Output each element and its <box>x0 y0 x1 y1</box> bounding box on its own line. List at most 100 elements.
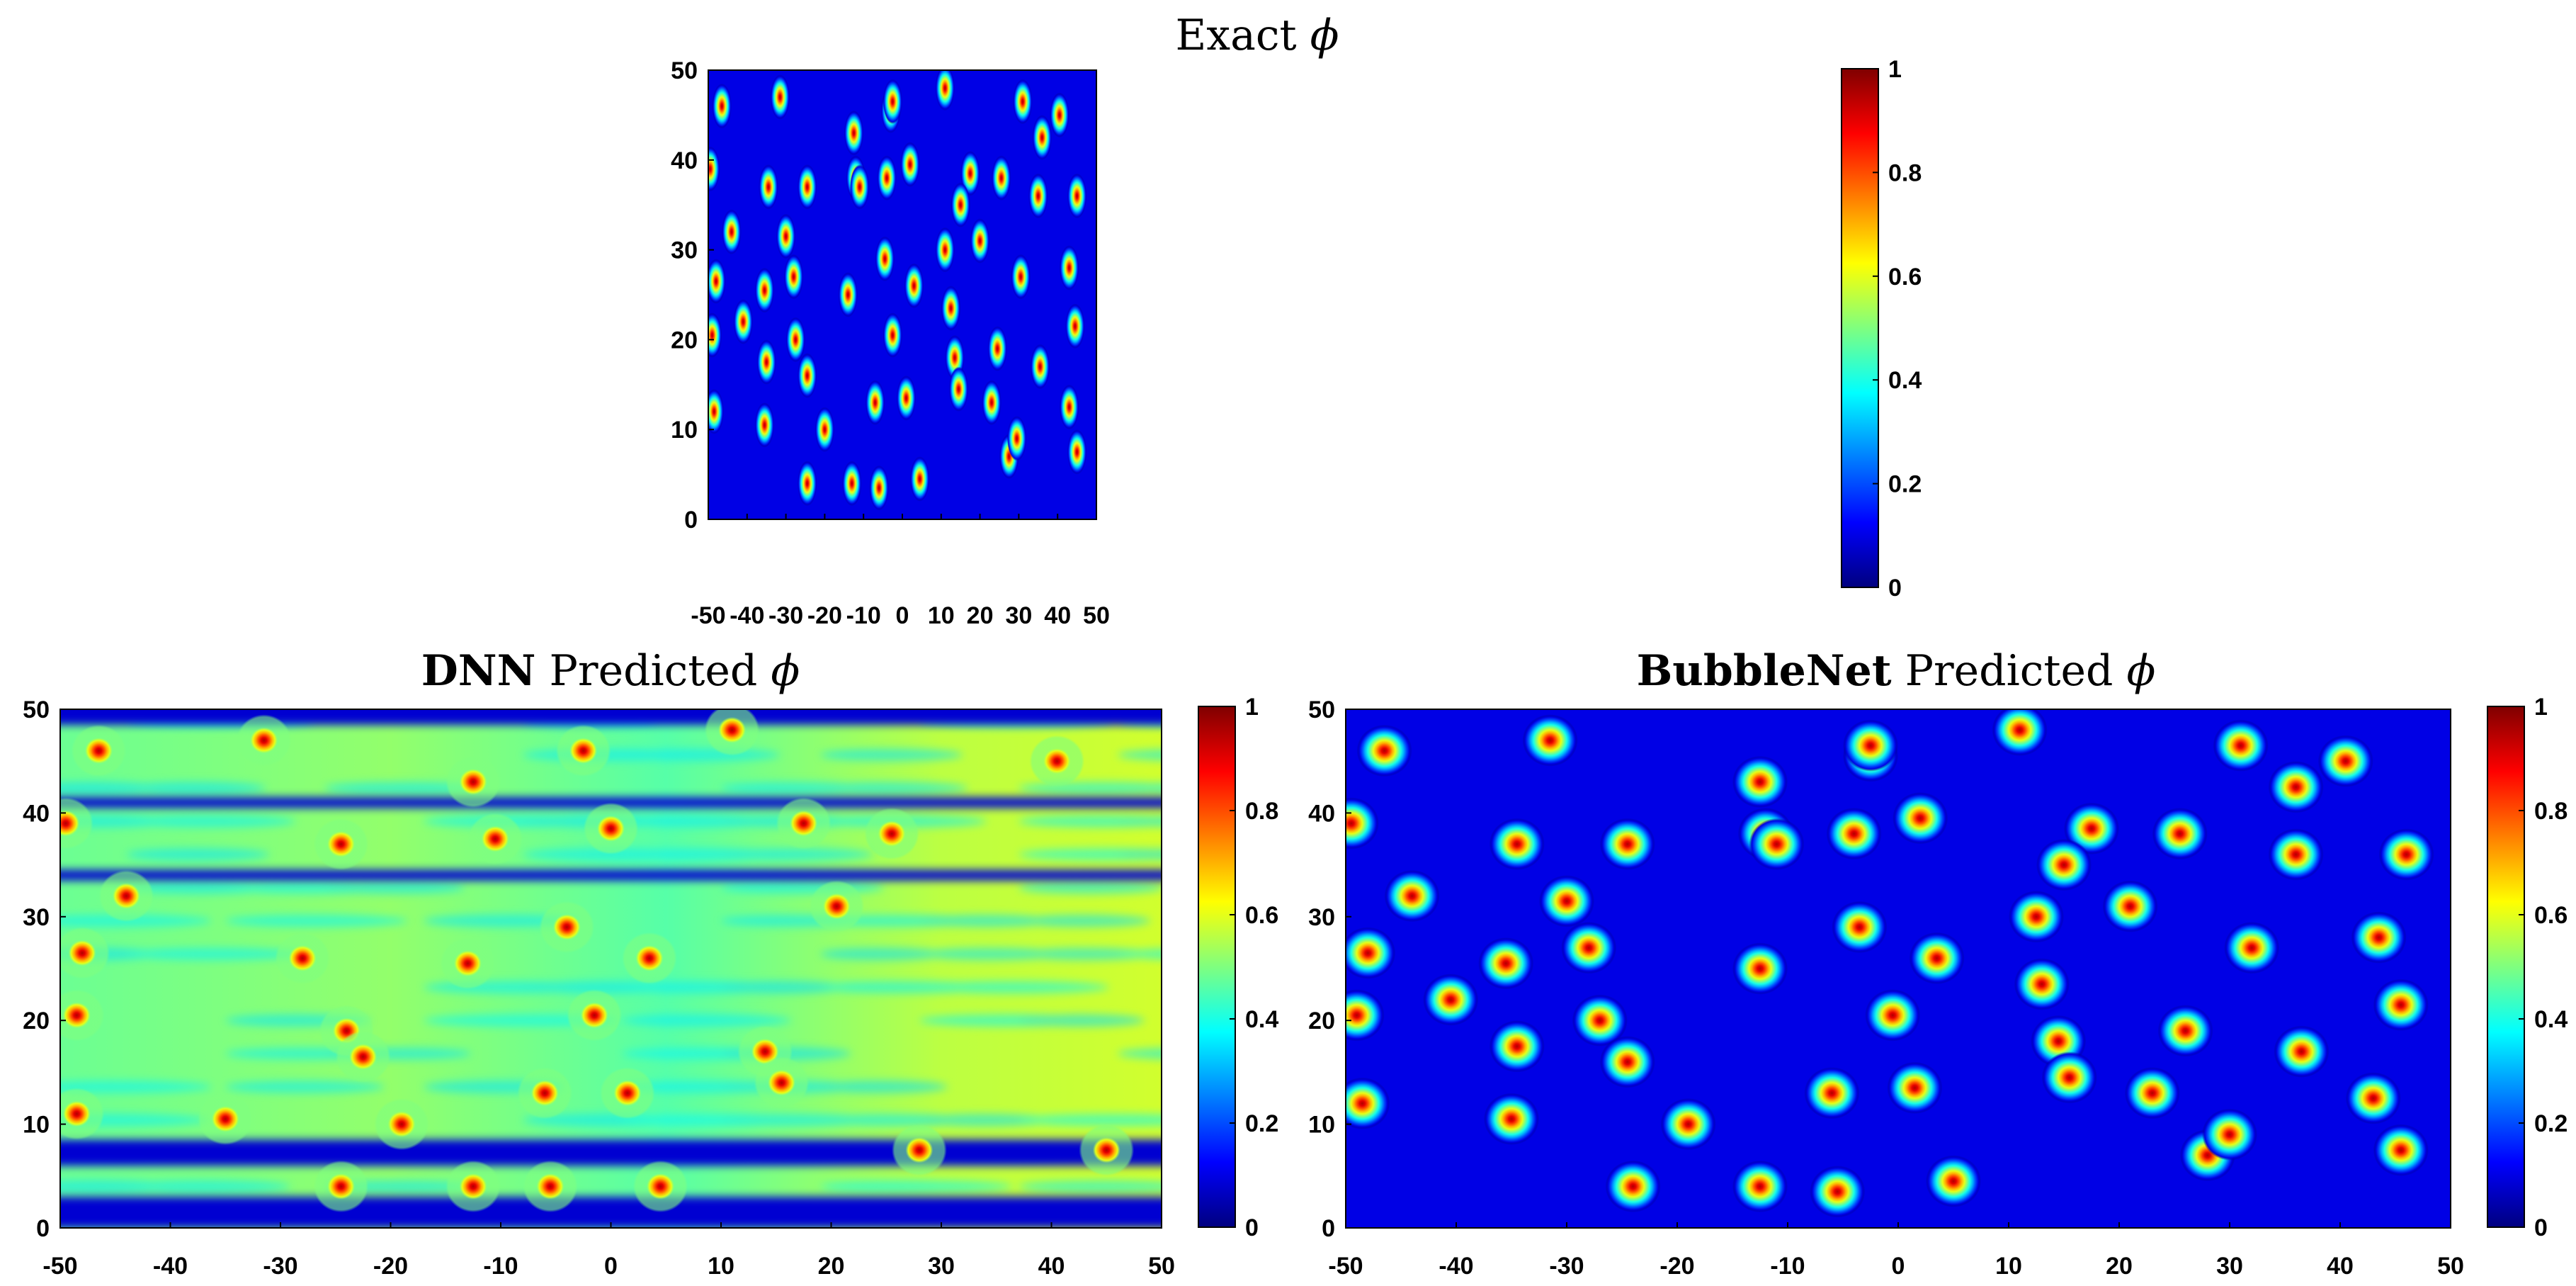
bubble <box>776 797 832 850</box>
exact-heatmap <box>708 70 1096 519</box>
colorbar-tick-label: 0 <box>1888 575 1902 602</box>
bubble <box>982 380 1002 425</box>
x-tick-label: -40 <box>1439 1253 1473 1280</box>
bubble <box>909 456 930 502</box>
colorbar-tick-label: 0.6 <box>1245 902 1278 929</box>
exact-title: Exact ϕ <box>1175 11 1339 60</box>
bubble <box>2268 828 2324 881</box>
bubble <box>1887 1061 1943 1114</box>
x-tick-label: -50 <box>1328 1253 1363 1280</box>
colorbar-tick-label: 1 <box>1245 694 1259 721</box>
bubble <box>785 317 806 363</box>
bubble <box>2124 1067 2180 1119</box>
x-tick-label: -30 <box>768 602 803 629</box>
bubble <box>2224 922 2280 974</box>
heatmap-streak <box>1018 947 1155 961</box>
heatmap-streak <box>919 1113 1055 1127</box>
colorbar-gradient <box>2487 706 2525 1228</box>
heatmap-low-band <box>60 709 1162 725</box>
heatmap-streak <box>60 1081 212 1093</box>
y-tick-label: 50 <box>23 696 50 723</box>
panel-exact: Exact ϕ -50 -40 -30 -20 -10 0 10 20 30 40 50010203… <box>671 11 1922 629</box>
heatmap-streak <box>720 981 848 994</box>
heatmap-streak <box>819 782 968 795</box>
heatmap-streak <box>1018 1180 1162 1193</box>
bubble <box>1489 818 1545 870</box>
bubble <box>842 461 862 506</box>
x-tick-label: 50 <box>1083 602 1110 629</box>
bubble <box>2157 1005 2213 1057</box>
bubble <box>1028 173 1048 219</box>
bubble <box>935 227 955 273</box>
x-tick-label: 30 <box>1005 602 1032 629</box>
bubble <box>2345 1072 2401 1124</box>
dnn-axes: -50 -40 -30 -20 -10 0 10 20 30 40 50 0 10 20 30 40 50 <box>23 696 1175 1280</box>
bubble <box>951 182 970 227</box>
heatmap-streak <box>819 748 963 762</box>
bubble <box>1029 735 1085 787</box>
dnn-heatmap <box>60 709 1162 1228</box>
y-tick-label: 0 <box>36 1215 50 1242</box>
bubble <box>1067 173 1087 219</box>
heatmap-low-band <box>60 869 1162 881</box>
bubble <box>2036 839 2092 891</box>
bubble <box>198 1093 254 1145</box>
bubble <box>2202 1108 2257 1161</box>
heatmap-streak <box>126 1180 291 1193</box>
bubble <box>783 254 804 300</box>
bubblenet-heatmap <box>1346 709 2451 1228</box>
bubble <box>1804 1067 1860 1119</box>
heatmap-streak <box>1018 815 1162 828</box>
bubble <box>1384 869 1440 923</box>
bubble <box>941 286 961 331</box>
bubble <box>1572 994 1628 1047</box>
bubble <box>1732 1160 1788 1213</box>
y-tick-label: 40 <box>671 147 698 174</box>
bubble <box>2152 808 2208 860</box>
bubble <box>98 869 154 923</box>
bubble <box>1599 818 1655 870</box>
bubble <box>1893 792 1948 845</box>
bubble <box>60 989 105 1042</box>
bubble <box>599 1067 655 1119</box>
bubble <box>708 389 724 434</box>
bubble <box>896 376 917 421</box>
bubble <box>838 272 858 317</box>
bubble <box>883 79 903 125</box>
exact-colorbar: 0 0.2 0.4 0.6 0.8 1 <box>1841 56 1922 602</box>
x-tick-label: 0 <box>1892 1253 1905 1280</box>
bubble <box>446 1160 501 1213</box>
bubble <box>754 402 775 448</box>
x-tick-label: -30 <box>263 1253 297 1280</box>
heatmap-streak <box>1117 749 1162 761</box>
bubblenet-colorbar: 0 0.2 0.4 0.6 0.8 1 <box>2487 694 2568 1241</box>
colorbar-gradient <box>1841 68 1879 588</box>
x-tick-label: 20 <box>967 602 994 629</box>
y-tick-label: 40 <box>1308 800 1335 827</box>
bubble <box>992 155 1011 201</box>
x-tick-label: 50 <box>1148 1253 1175 1280</box>
bubble <box>2009 891 2064 943</box>
bubble <box>877 155 897 201</box>
y-tick-label: 0 <box>1322 1215 1335 1242</box>
x-tick-label: -10 <box>846 602 881 629</box>
bubble <box>722 209 742 254</box>
bubble <box>712 84 732 129</box>
heatmap-streak <box>819 947 948 961</box>
bubble <box>236 714 292 767</box>
bubble <box>446 755 501 808</box>
bubble <box>850 164 870 210</box>
bubble <box>539 901 595 954</box>
bubble <box>1484 1093 1539 1145</box>
heatmap-streak <box>1117 848 1162 861</box>
bubble <box>1865 989 1921 1042</box>
exact-axes: -50 -40 -30 -20 -10 0 10 20 30 40 50 0 10 20 30 40 50 <box>671 57 1110 629</box>
heatmap-streak <box>1117 782 1162 794</box>
colorbar-tick-label: 0.6 <box>1888 264 1922 291</box>
bubble <box>523 1160 578 1213</box>
bubble <box>60 927 110 979</box>
colorbar-tick-label: 1 <box>2534 694 2548 721</box>
bubble <box>1826 808 1882 860</box>
heatmap-streak <box>225 1081 385 1093</box>
bubble <box>1909 932 1965 984</box>
